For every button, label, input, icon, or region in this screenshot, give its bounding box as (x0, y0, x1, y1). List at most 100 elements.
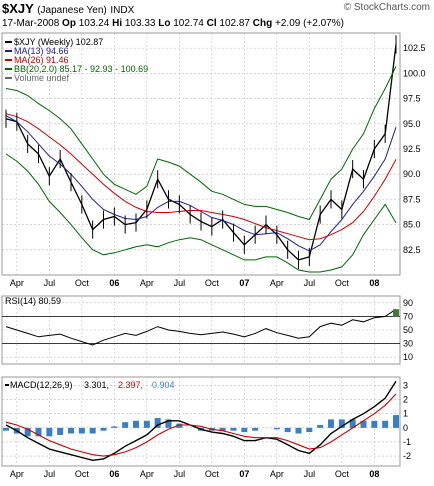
x-tick-label: Apr (270, 469, 284, 479)
x-tick-label: Oct (75, 278, 90, 288)
macd-histogram-bar (382, 420, 389, 428)
x-tick-label: Apr (140, 278, 154, 288)
y-tick-label: 3 (403, 380, 408, 390)
quote-date: 17-Mar-2008 (2, 18, 60, 29)
macd-histogram-bar (241, 427, 248, 433)
symbol-exchange: INDX (110, 5, 135, 16)
macd-histogram-bar (371, 420, 378, 428)
y-tick-label: 0 (403, 423, 408, 433)
price-series-line (5, 66, 397, 221)
legend-entry: BB(20,2.0) 85.17 - 92.93 - 100.69 (14, 64, 148, 74)
open-value: 103.24 (78, 18, 110, 29)
grid-layer (2, 33, 400, 466)
symbol-name: (Japanese Yen) (37, 5, 107, 16)
brand-label[interactable]: © StockCharts.com (343, 2, 430, 13)
macd-histogram-bar (360, 420, 367, 428)
macd-histogram-bar (230, 427, 237, 431)
x-tick-label: Apr (140, 469, 154, 479)
y-tick-label: -1 (403, 437, 411, 447)
price-panel (1, 32, 401, 276)
macd-legend-entry: 3.301, (84, 380, 109, 390)
rsi-overbought-fill (393, 309, 399, 317)
macd-histogram-bar (46, 427, 53, 437)
macd-legend-entry: 2.397, (118, 380, 143, 390)
x-tick-label: Oct (75, 469, 90, 479)
y-tick-label: 100.0 (403, 68, 426, 78)
macd-histogram-bar (176, 423, 183, 428)
x-tick-label: 06 (109, 469, 119, 479)
legend-entry: MA(13) 94.66 (14, 46, 69, 56)
macd-line (5, 393, 397, 457)
rsi-line (5, 308, 397, 346)
y-tick-label: 10 (403, 352, 413, 362)
rsi-title: RSI(14) 80.59 (5, 296, 61, 306)
macd-histogram-bar (273, 427, 280, 430)
y-tick-label: 85.0 (403, 220, 421, 230)
rsi-panel (1, 295, 401, 365)
y-tick-label: 2 (403, 395, 408, 405)
y-tick-label: 70 (403, 311, 413, 321)
macd-histogram-bar (122, 422, 129, 428)
x-tick-label: Jul (304, 278, 316, 288)
x-tick-label: Jul (44, 278, 56, 288)
x-tick-label: Apr (10, 469, 24, 479)
symbol: $XJY (2, 1, 34, 16)
close-value: 102.87 (219, 18, 250, 29)
legend-entry: Volume undef (14, 73, 70, 83)
macd-histogram-bar (35, 427, 42, 437)
x-tick-label: 08 (369, 278, 379, 288)
macd-histogram-bar (306, 427, 313, 433)
x-tick-label: Jul (44, 469, 56, 479)
x-tick-label: 07 (239, 469, 249, 479)
x-tick-label: 08 (369, 469, 379, 479)
macd-histogram-bar (133, 420, 139, 428)
x-tick-label: 06 (109, 278, 119, 288)
macd-histogram-bar (68, 427, 74, 434)
macd-histogram-bar (154, 417, 161, 428)
macd-histogram-bar (295, 427, 302, 434)
y-tick-label: 90.0 (403, 169, 421, 179)
y-tick-label: -2 (403, 451, 411, 461)
macd-histogram-bar (284, 427, 291, 433)
x-tick-label: Oct (205, 278, 220, 288)
macd-histogram-bar (317, 425, 324, 428)
x-tick-label: Apr (270, 278, 284, 288)
macd-histogram-bar (338, 419, 345, 428)
y-tick-label: 82.5 (403, 245, 421, 255)
macd-histogram-bar (165, 419, 172, 428)
legend-entry: $XJY (Weekly) 102.87 (14, 37, 103, 47)
macd-histogram-bar (78, 427, 85, 434)
x-tick-label: Jul (304, 469, 316, 479)
low-label: Lo (158, 18, 171, 29)
macd-histogram-bar (349, 419, 356, 428)
low-value: 102.74 (173, 18, 204, 29)
y-tick-label: 30 (403, 339, 413, 349)
legend-entry: MA(26) 91.46 (14, 55, 69, 65)
macd-legend-entry: MACD(12,26,9) (10, 380, 73, 390)
x-tick-label: Oct (335, 278, 350, 288)
series-layer (3, 35, 399, 462)
x-tick-label: Apr (10, 278, 24, 288)
x-tick-label: Jul (174, 278, 186, 288)
macd-histogram-bar (328, 419, 334, 428)
macd-histogram-bar (57, 427, 64, 435)
price-series-line (5, 153, 397, 273)
close-label: Cl (206, 18, 217, 29)
macd-histogram-bar (219, 427, 226, 431)
high-label: Hi (112, 18, 123, 29)
x-tick-label: 07 (239, 278, 249, 288)
macd-histogram-bar (24, 427, 31, 437)
macd-line (5, 380, 397, 462)
macd-histogram-bar (111, 426, 118, 428)
macd-histogram-bar (3, 427, 9, 431)
x-tick-label: Jul (174, 469, 186, 479)
y-tick-label: 87.5 (403, 194, 421, 204)
y-tick-label: 92.5 (403, 144, 421, 154)
macd-histogram-bar (100, 427, 107, 431)
y-tick-label: 1 (403, 409, 408, 419)
x-tick-label: Oct (205, 469, 220, 479)
macd-histogram-bar (143, 420, 150, 428)
macd-histogram-bar (89, 427, 96, 434)
macd-histogram-bar (252, 427, 259, 431)
